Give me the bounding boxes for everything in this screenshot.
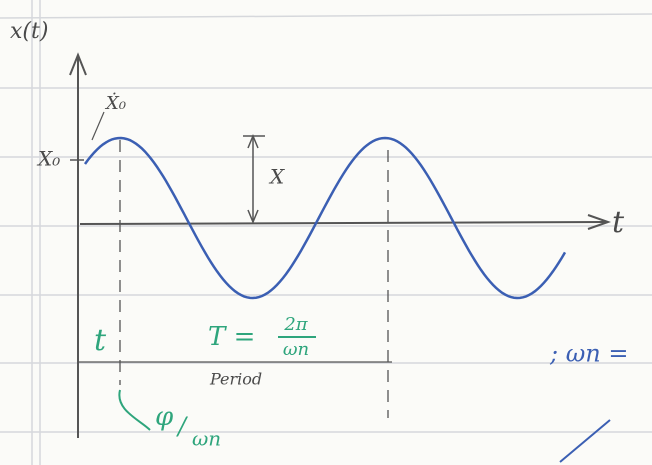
frequency-note: ; ωn = (549, 340, 628, 368)
phase-denominator: ωn (192, 427, 221, 451)
paper (0, 0, 652, 465)
phase-numerator: φ (155, 402, 174, 432)
period-numerator: 2π (283, 314, 308, 335)
amplitude: X (268, 165, 285, 189)
initial-displacement: X₀ (36, 147, 60, 171)
period-label: Period (209, 370, 262, 389)
time-shift: t (94, 323, 107, 358)
x-axis-label: t (612, 205, 625, 240)
sketch: x(t) t X₀ Ẋ₀ X T = 2π ωn Period t φ / ωn… (0, 0, 652, 465)
period-denominator: ωn (283, 339, 309, 360)
period-lhs: T = (208, 322, 255, 352)
y-axis-label: x(t) (10, 19, 48, 44)
initial-velocity: Ẋ₀ (104, 91, 126, 114)
